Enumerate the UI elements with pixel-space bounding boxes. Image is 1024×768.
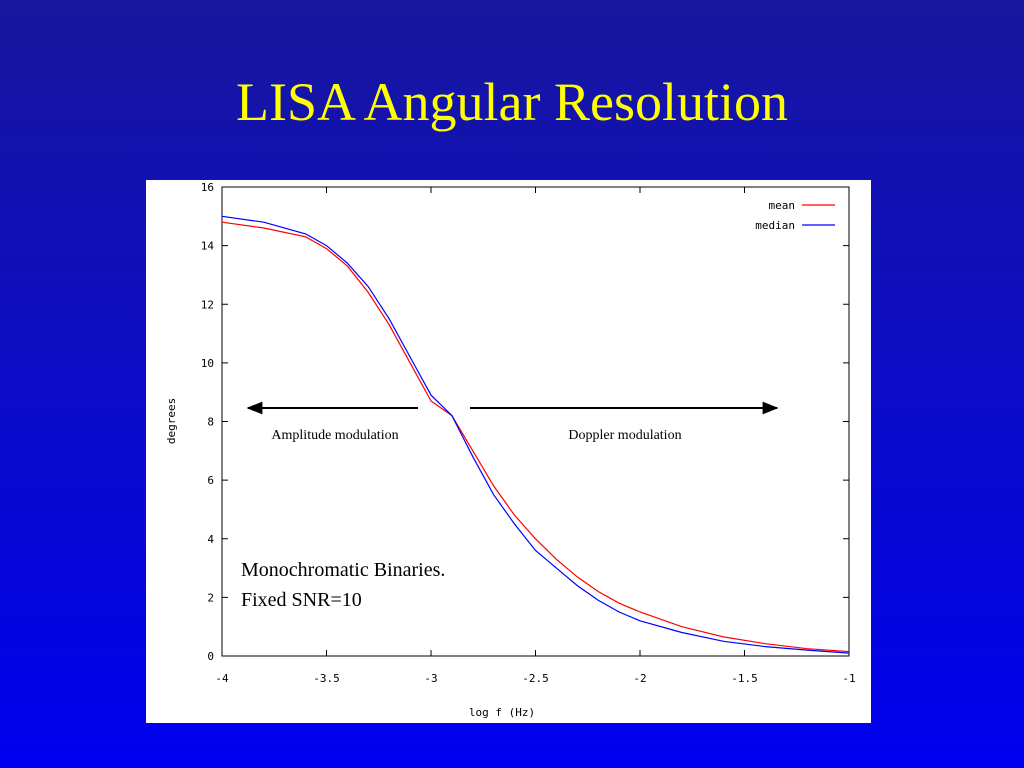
annotation: Fixed SNR=10 bbox=[241, 589, 362, 611]
y-tick-label: 0 bbox=[207, 650, 214, 663]
y-tick-label: 6 bbox=[207, 474, 214, 487]
y-axis-label: degrees bbox=[165, 398, 178, 444]
y-tick-label: 12 bbox=[201, 298, 214, 311]
x-tick-label: -2 bbox=[633, 672, 646, 685]
annotation: Monochromatic Binaries. bbox=[241, 559, 445, 581]
x-tick-label: -4 bbox=[215, 672, 229, 685]
x-axis-label: log f (Hz) bbox=[469, 706, 535, 719]
x-tick-label: -1 bbox=[842, 672, 855, 685]
annotation: Amplitude modulation bbox=[271, 428, 398, 443]
y-tick-label: 8 bbox=[207, 416, 214, 429]
annotation: Doppler modulation bbox=[568, 428, 681, 443]
y-tick-label: 4 bbox=[207, 533, 214, 546]
series-line bbox=[221, 221, 850, 653]
y-tick-label: 2 bbox=[207, 591, 214, 604]
x-tick-label: -3 bbox=[424, 672, 437, 685]
legend-label: median bbox=[755, 219, 795, 232]
legend-label: mean bbox=[769, 199, 796, 212]
y-tick-label: 14 bbox=[201, 240, 215, 253]
slide-title: LISA Angular Resolution bbox=[236, 72, 788, 132]
x-tick-label: -2.5 bbox=[522, 672, 549, 685]
chart-panel bbox=[146, 180, 871, 723]
x-tick-label: -3.5 bbox=[313, 672, 340, 685]
y-tick-label: 10 bbox=[201, 357, 214, 370]
series-line bbox=[221, 215, 850, 654]
y-tick-label: 16 bbox=[201, 181, 214, 194]
x-tick-label: -1.5 bbox=[731, 672, 758, 685]
